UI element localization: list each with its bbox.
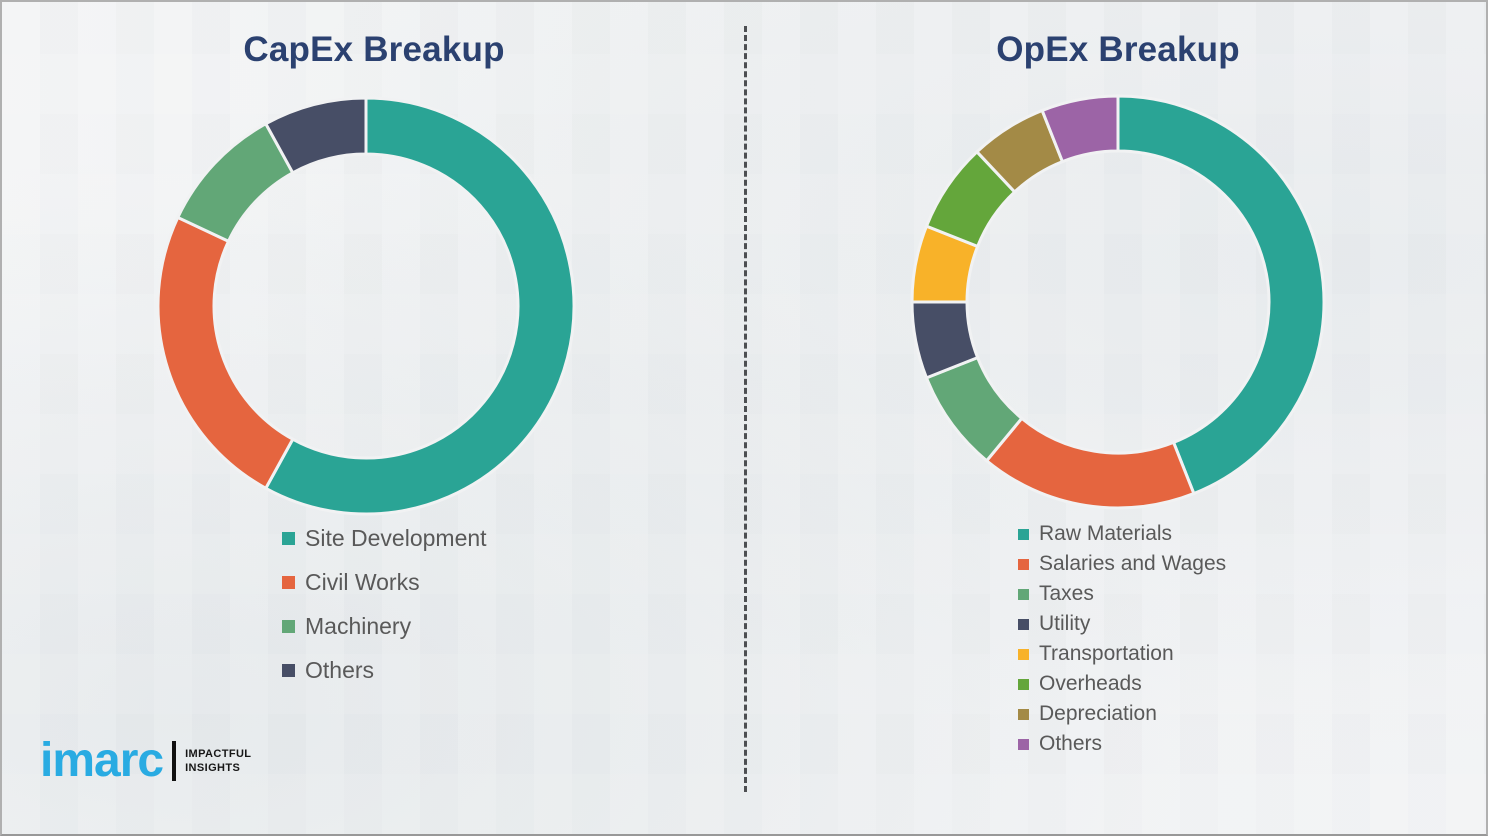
legend-item-others: Others (1018, 729, 1226, 759)
legend-label: Taxes (1039, 582, 1094, 605)
legend-item-site-development: Site Development (282, 516, 487, 560)
legend-swatch (1018, 588, 1029, 600)
legend-label: Utility (1039, 612, 1091, 635)
legend-item-raw-materials: Raw Materials (1018, 519, 1226, 549)
legend-swatch (1018, 618, 1029, 630)
donut-segment-salaries-and-wages (984, 416, 1196, 510)
tagline-line-1: IMPACTFUL (185, 747, 252, 760)
donut-segment-site-development (263, 96, 576, 516)
vertical-dashed-divider (744, 26, 747, 792)
opex-panel: OpEx Breakup (746, 2, 1486, 834)
legend-item-salaries-and-wages: Salaries and Wages (1018, 549, 1226, 579)
legend-item-overheads: Overheads (1018, 669, 1226, 699)
donut-segment-civil-works (156, 215, 295, 491)
imarc-logo: imarc IMPACTFUL INSIGHTS (40, 737, 251, 785)
legend-label: Site Development (305, 524, 487, 551)
legend-swatch (282, 663, 295, 677)
donut-segment-others (1040, 94, 1120, 164)
legend-swatch (1018, 678, 1029, 690)
legend-swatch (1018, 528, 1029, 540)
legend-label: Others (305, 656, 375, 683)
capex-legend: Site Development Civil Works Machinery Othe… (282, 516, 487, 692)
legend-label: Raw Materials (1039, 522, 1173, 545)
opex-title: OpEx Breakup (996, 30, 1240, 69)
legend-swatch (282, 619, 295, 633)
legend-label: Depreciation (1039, 702, 1157, 725)
legend-swatch (282, 531, 295, 545)
imarc-logo-text: imarc (40, 734, 164, 787)
capex-donut-chart (156, 96, 576, 516)
legend-label: Machinery (305, 612, 412, 639)
legend-label: Overheads (1039, 672, 1142, 695)
legend-label: Salaries and Wages (1039, 552, 1227, 575)
legend-label: Transportation (1039, 642, 1174, 665)
capex-title: CapEx Breakup (243, 30, 505, 69)
legend-swatch (1018, 738, 1029, 750)
capex-panel: CapEx Breakup (2, 2, 746, 834)
legend-item-civil-works: Civil Works (282, 560, 487, 604)
legend-item-taxes: Taxes (1018, 579, 1226, 609)
legend-label: Others (1039, 732, 1103, 755)
logo-divider-bar (172, 741, 177, 781)
legend-item-machinery: Machinery (282, 604, 487, 648)
legend-swatch (282, 575, 295, 589)
opex-legend: Raw Materials Salaries and Wages Taxes Util… (1018, 519, 1226, 759)
donut-segment-others (263, 96, 368, 175)
legend-swatch (1018, 708, 1029, 720)
donut-segment-raw-materials (1116, 94, 1326, 496)
legend-label: Civil Works (305, 568, 420, 595)
legend-swatch (1018, 558, 1029, 570)
legend-item-transportation: Transportation (1018, 639, 1226, 669)
legend-item-depreciation: Depreciation (1018, 699, 1226, 729)
legend-item-utility: Utility (1018, 609, 1226, 639)
opex-donut-chart (910, 94, 1326, 510)
legend-swatch (1018, 648, 1029, 660)
imarc-tagline: IMPACTFUL INSIGHTS (185, 747, 251, 776)
legend-item-others: Others (282, 648, 487, 692)
tagline-line-2: INSIGHTS (185, 762, 241, 774)
